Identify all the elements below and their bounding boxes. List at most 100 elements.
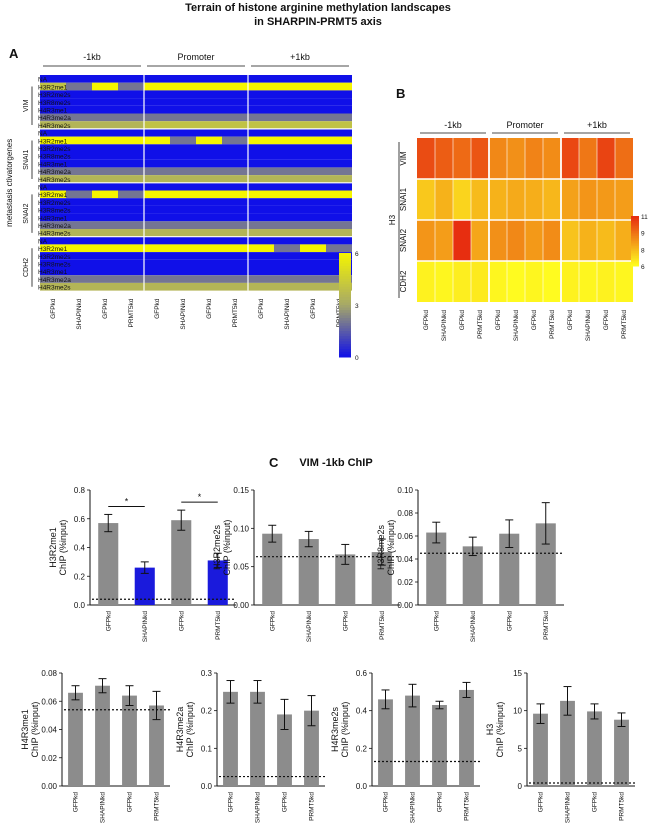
colorbar-a-segment bbox=[339, 349, 351, 353]
heatmap-a-cell bbox=[66, 121, 92, 129]
colorbar-b-segment bbox=[631, 251, 639, 254]
heatmap-a-region-header: Promoter bbox=[177, 52, 214, 62]
bar-chart-panel: 0.00 0.02 0.04 0.06 0.08 H4R3me1 ChIP (%input)… bbox=[20, 669, 170, 823]
heatmap-a-cell bbox=[66, 105, 92, 114]
heatmap-a-row-label: H4R3me1 bbox=[38, 108, 68, 115]
x-tick-label: GFPkd bbox=[282, 792, 289, 813]
heatmap-a-cell bbox=[170, 182, 196, 191]
y-tick-label: 0.4 bbox=[356, 707, 368, 716]
colorbar-a-segment bbox=[339, 315, 351, 319]
heatmap-a-cell bbox=[300, 175, 326, 183]
heatmap-a-cell bbox=[222, 213, 248, 222]
heatmap-a-row-label: H4R3me2a bbox=[38, 115, 71, 122]
heatmap-a-cell bbox=[144, 275, 170, 283]
heatmap-a-cell bbox=[40, 229, 66, 237]
heatmap-b-column-label: GFPkd bbox=[459, 310, 466, 331]
x-tick-label: SHAPINkd bbox=[410, 792, 417, 823]
heatmap-a-cell bbox=[300, 259, 326, 268]
heatmap-b-cell bbox=[525, 179, 543, 220]
colorbar-b-segment bbox=[631, 252, 639, 255]
heatmap-b-cell bbox=[507, 138, 525, 179]
heatmap-b-row-label: VIM bbox=[399, 151, 408, 166]
heatmap-a-cell bbox=[248, 90, 274, 99]
y-tick-label: 0.3 bbox=[201, 669, 213, 678]
bar bbox=[371, 552, 392, 605]
heatmap-a-cell bbox=[92, 190, 118, 199]
heatmap-b-cell bbox=[453, 179, 471, 220]
heatmap-b-cell bbox=[561, 261, 579, 302]
colorbar-b-segment bbox=[631, 227, 639, 230]
heatmap-a-cell bbox=[92, 159, 118, 168]
heatmap-a-cell bbox=[196, 282, 222, 291]
heatmap-b-cell bbox=[417, 138, 435, 179]
heatmap-a-cell bbox=[170, 259, 196, 268]
heatmap-a-column-label: GFPkd bbox=[50, 298, 57, 319]
bar bbox=[535, 523, 556, 605]
heatmap-b-cell bbox=[615, 138, 633, 179]
heatmap-a-cell bbox=[40, 128, 66, 137]
heatmap-a-cell bbox=[144, 198, 170, 206]
heatmap-a-cell bbox=[274, 159, 300, 168]
heatmap-b-cell bbox=[615, 220, 633, 261]
bar bbox=[207, 560, 228, 605]
heatmap-a-row-label: H3R2me1 bbox=[38, 192, 68, 199]
heatmap-a-cell bbox=[144, 182, 170, 191]
heatmap-a-cell bbox=[40, 221, 66, 229]
y-tick-label: 10 bbox=[513, 707, 522, 716]
heatmap-a-cell bbox=[40, 113, 66, 122]
heatmap-a-cell bbox=[118, 113, 144, 122]
heatmap-a-cell bbox=[118, 213, 144, 222]
heatmap-a-cell bbox=[144, 259, 170, 268]
heatmap-a-cell bbox=[222, 128, 248, 137]
heatmap-a-cell bbox=[92, 205, 118, 214]
bar-chart-panel: 0.00 0.02 0.04 0.06 0.08 0.10 H3R8me2s ChIP (%i… bbox=[376, 486, 564, 642]
x-tick-label: GFPkd bbox=[592, 792, 599, 813]
heatmap-a-cell bbox=[170, 113, 196, 122]
heatmap-a-column-label: GFPkd bbox=[258, 298, 265, 319]
colorbar-a-segment bbox=[339, 320, 351, 324]
heatmap-a-cell bbox=[274, 236, 300, 245]
heatmap-a-region-header: +1kb bbox=[290, 52, 310, 62]
heatmap-a-cell bbox=[222, 282, 248, 291]
heatmap-a-row-label: H4R3me2s bbox=[38, 123, 71, 130]
heatmap-b-column-label: PRMT5kd bbox=[621, 310, 628, 339]
heatmap-a-cell bbox=[40, 213, 66, 222]
heatmap-a-cell bbox=[170, 267, 196, 276]
heatmap-a-column-label: GFPkd bbox=[102, 298, 109, 319]
heatmap-a-cell bbox=[248, 205, 274, 214]
heatmap-a-cell bbox=[92, 229, 118, 237]
bar bbox=[149, 705, 164, 786]
heatmap-a-cell bbox=[248, 144, 274, 152]
heatmap-a-cell bbox=[144, 252, 170, 260]
heatmap-a-cell bbox=[274, 229, 300, 237]
heatmap-a-cell bbox=[118, 167, 144, 176]
y-tick-label: 0.00 bbox=[41, 782, 57, 791]
colorbar-a-segment bbox=[339, 336, 351, 340]
colorbar-b-segment bbox=[631, 247, 639, 250]
heatmap-a-cell bbox=[248, 190, 274, 199]
heatmap-a-cell bbox=[40, 90, 66, 99]
heatmap-a-cell bbox=[196, 175, 222, 183]
heatmap-b-mark-label: H3 bbox=[388, 214, 397, 225]
heatmap-a-cell bbox=[92, 244, 118, 253]
colorbar-a-segment bbox=[339, 323, 351, 327]
heatmap-a-cell bbox=[196, 152, 222, 160]
colorbar-b-segment bbox=[631, 249, 639, 252]
heatmap-a-cell bbox=[170, 252, 196, 260]
y-tick-label: 0.04 bbox=[41, 726, 57, 735]
colorbar-a-segment bbox=[339, 346, 351, 350]
y-tick-label: 0.2 bbox=[74, 572, 86, 581]
heatmap-a-cell bbox=[222, 167, 248, 176]
heatmap-a-row-label: H3R2me2s bbox=[38, 146, 71, 153]
heatmap-b-row-label: SNAI2 bbox=[399, 228, 408, 252]
heatmap-a-cell bbox=[170, 282, 196, 291]
heatmap-a-cell bbox=[248, 113, 274, 122]
heatmap-a-cell bbox=[66, 275, 92, 283]
heatmap-a-row-label: H4R3me2s bbox=[38, 285, 71, 292]
y-tick-label: 0.02 bbox=[41, 754, 57, 763]
heatmap-a-cell bbox=[144, 221, 170, 229]
heatmap-a-cell bbox=[222, 144, 248, 152]
heatmap-a-cell bbox=[326, 182, 352, 191]
colorbar-a-segment bbox=[339, 289, 351, 293]
heatmap-a-cell bbox=[144, 75, 170, 83]
